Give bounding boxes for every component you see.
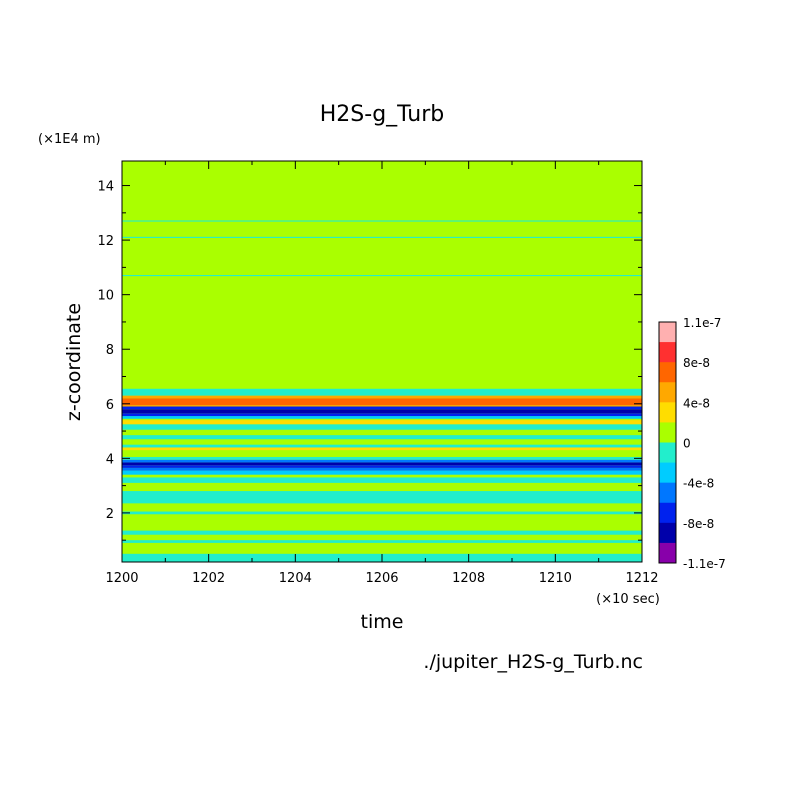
x-axis-label: time — [361, 611, 404, 633]
colorbar-label: 4e-8 — [683, 396, 710, 410]
colorbar: 1.1e-7 8e-8 4e-8 0 -4e-8 -8e-8 -1.1e-7 — [658, 316, 726, 571]
x-tick-label: 1212 — [625, 571, 658, 586]
heatmap-band — [122, 447, 642, 451]
x-tick-label: 1200 — [105, 571, 138, 586]
y-tick-label: 14 — [97, 180, 114, 195]
colorbar-swatch — [659, 462, 676, 484]
heatmap-band — [122, 388, 642, 396]
chart-title: H2S-g_Turb — [320, 102, 444, 127]
x-tick-label: 1202 — [192, 571, 225, 586]
heatmap-band — [122, 405, 642, 407]
y-tick-label: 6 — [106, 398, 114, 413]
heatmap-band — [122, 236, 642, 238]
colorbar-swatch — [659, 442, 676, 464]
heatmap-band — [122, 406, 642, 410]
colorbar-swatch — [659, 502, 676, 524]
colorbar-swatch — [659, 522, 676, 544]
colorbar-swatch — [659, 482, 676, 504]
heatmap-band — [122, 220, 642, 222]
colorbar-swatch — [659, 342, 676, 363]
plot-area — [122, 161, 642, 562]
y-tick-label: 2 — [106, 507, 114, 522]
y-tick-label: 12 — [97, 234, 114, 249]
heatmap-band — [122, 395, 642, 399]
x-tick-label: 1210 — [539, 571, 572, 586]
heatmap-band — [122, 424, 642, 430]
heatmap-band — [122, 416, 642, 419]
x-tick-label: 1204 — [279, 571, 312, 586]
colorbar-swatch — [659, 422, 676, 443]
heatmap-band — [122, 540, 642, 543]
colorbar-swatch — [659, 382, 676, 403]
heatmap-band — [122, 456, 642, 460]
heatmap-band — [122, 275, 642, 277]
x-tick-label: 1206 — [365, 571, 398, 586]
heatmap-band — [122, 398, 642, 406]
heatmap-band — [122, 467, 642, 471]
colorbar-label: 1.1e-7 — [683, 316, 721, 330]
heatmap-band — [122, 444, 642, 448]
heatmap-band — [122, 511, 642, 515]
heatmap-band — [122, 491, 642, 504]
axes: 1200 1202 1204 1206 1208 1210 1212 2 4 6 8 10 12 14 — [97, 160, 659, 586]
heatmap-band — [122, 465, 642, 468]
x-unit-label: (×10 sec) — [596, 592, 660, 607]
colorbar-label: -4e-8 — [683, 477, 714, 491]
heatmap-band — [122, 470, 642, 475]
y-tick-label: 4 — [106, 452, 114, 467]
heatmap-band — [122, 413, 642, 417]
colorbar-label: -1.1e-7 — [683, 557, 726, 571]
heatmap-band — [122, 459, 642, 463]
source-file-label: ./jupiter_H2S-g_Turb.nc — [423, 651, 643, 673]
y-tick-label: 8 — [106, 343, 114, 358]
colorbar-frame — [658, 321, 677, 564]
y-tick-label: 10 — [97, 289, 114, 304]
heatmap-band — [122, 435, 642, 440]
colorbar-swatch — [659, 402, 676, 423]
heatmap-band — [122, 409, 642, 414]
colorbar-label: 0 — [683, 437, 691, 451]
y-axis-label: z-coordinate — [63, 303, 85, 421]
heatmap-band — [122, 477, 642, 483]
x-tick-label: 1208 — [452, 571, 485, 586]
heatmap-band — [122, 530, 642, 535]
heatmap-band — [122, 420, 642, 425]
heatmap-band — [122, 462, 642, 466]
colorbar-swatch — [659, 362, 676, 383]
y-unit-label: (×1E4 m) — [38, 132, 101, 147]
colorbar-swatch — [659, 322, 676, 343]
colorbar-label: -8e-8 — [683, 517, 714, 531]
colorbar-swatch — [659, 542, 676, 564]
colorbar-label: 8e-8 — [683, 356, 710, 370]
